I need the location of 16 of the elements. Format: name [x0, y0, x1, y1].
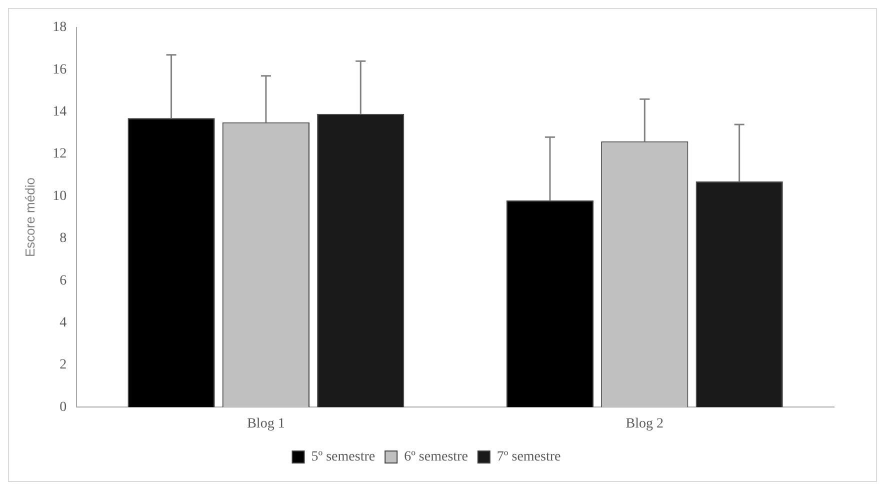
y-tick-label: 6 [60, 273, 67, 288]
legend-label: 7º semestre [496, 450, 561, 465]
y-tick-label: 2 [60, 358, 67, 373]
y-tick-label: 12 [52, 146, 67, 162]
y-tick-label: 4 [60, 315, 67, 330]
y-tick-label: 18 [52, 20, 67, 36]
legend-label: 6º semestre [404, 450, 468, 465]
x-tick-label: Blog 1 [247, 416, 285, 432]
y-tick-label: 14 [52, 104, 67, 120]
y-tick-label: 8 [60, 231, 67, 246]
y-tick-label: 10 [52, 188, 67, 204]
y-axis-title: Escore médio [22, 178, 38, 258]
y-tick-label: 16 [52, 62, 67, 78]
y-tick-label: 0 [60, 400, 67, 415]
x-tick-label: Blog 2 [626, 416, 664, 432]
legend-label: 5º semestre [311, 450, 376, 465]
